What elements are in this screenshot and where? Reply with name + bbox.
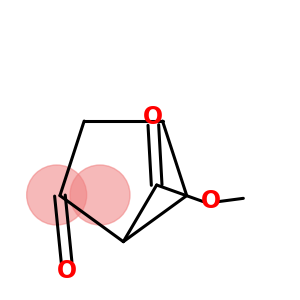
- Circle shape: [70, 165, 130, 225]
- Text: O: O: [201, 189, 221, 213]
- Circle shape: [27, 165, 87, 225]
- Text: O: O: [143, 105, 164, 129]
- Text: O: O: [56, 259, 77, 283]
